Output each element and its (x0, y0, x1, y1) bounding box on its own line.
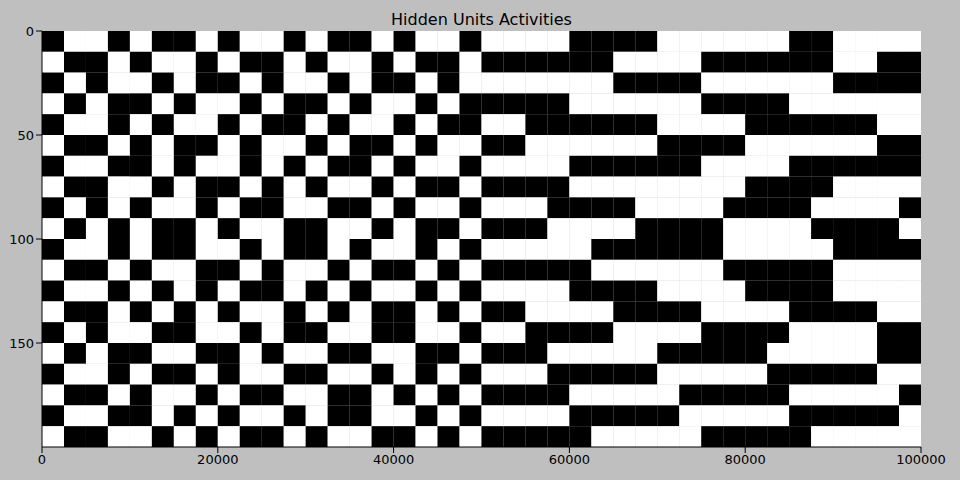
svg-text:0: 0 (26, 24, 34, 39)
svg-text:40000: 40000 (373, 452, 414, 467)
svg-text:0: 0 (38, 452, 46, 467)
svg-text:50: 50 (17, 128, 34, 143)
svg-text:80000: 80000 (725, 452, 766, 467)
svg-text:150: 150 (9, 336, 34, 351)
svg-text:100000: 100000 (896, 452, 946, 467)
svg-text:20000: 20000 (197, 452, 238, 467)
svg-text:60000: 60000 (549, 452, 590, 467)
html-text:Hidden Units Activities: Hidden Units Activities (391, 10, 572, 29)
svg-text:100: 100 (9, 232, 34, 247)
